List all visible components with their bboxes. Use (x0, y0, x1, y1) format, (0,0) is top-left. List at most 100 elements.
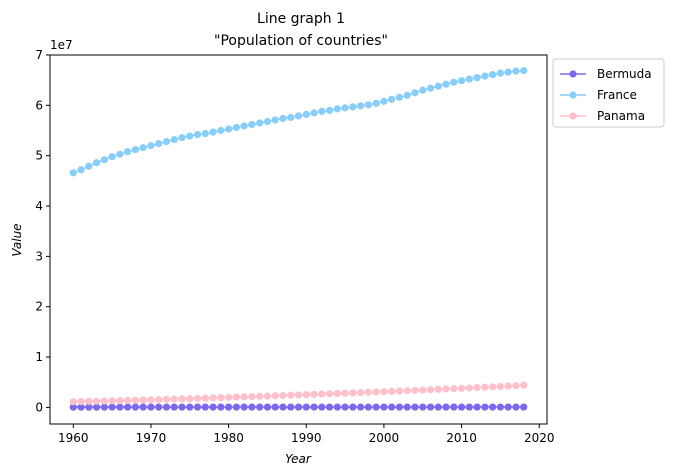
data-point-france (380, 97, 388, 105)
y-axis-label: Value (10, 223, 24, 256)
data-point-bermuda (263, 403, 272, 411)
data-point-france (232, 123, 240, 132)
data-point-bermuda (294, 403, 303, 411)
data-point-france (263, 117, 272, 126)
legend-marker (569, 112, 577, 120)
data-point-bermuda (372, 403, 380, 411)
data-point-france (318, 107, 326, 115)
data-point-bermuda (209, 403, 217, 411)
data-point-france (85, 162, 93, 170)
y-tick-label: 3 (35, 249, 43, 263)
data-point-france (225, 125, 233, 133)
data-point-panama (186, 395, 194, 403)
data-point-panama (92, 397, 101, 405)
data-point-bermuda (419, 403, 427, 411)
data-point-bermuda (279, 403, 287, 411)
data-point-panama (108, 397, 116, 405)
data-point-panama (333, 389, 341, 398)
x-axis: 1960 1970 1980 1990 2000 2010 2020 (58, 424, 555, 445)
data-point-panama (170, 395, 178, 403)
data-point-panama (131, 396, 140, 404)
data-point-panama (349, 389, 357, 397)
data-point-france (496, 69, 505, 77)
data-point-bermuda (147, 403, 155, 411)
x-tick-label: 1960 (58, 431, 89, 445)
legend-label: Bermuda (597, 67, 652, 81)
data-point-bermuda (411, 403, 419, 411)
data-point-bermuda (69, 403, 77, 411)
data-point-bermuda (318, 403, 326, 411)
data-point-panama (225, 393, 233, 401)
data-point-france (209, 128, 217, 136)
y-tick-label: 0 (35, 400, 43, 414)
data-point-france (434, 82, 442, 90)
data-point-bermuda (139, 403, 147, 411)
data-point-panama (434, 385, 442, 393)
data-point-france (325, 106, 334, 114)
data-point-france (419, 86, 427, 94)
chart-subtitle: "Population of countries" (214, 33, 388, 49)
data-point-france (372, 99, 380, 107)
data-point-bermuda (504, 403, 512, 411)
data-point-france (364, 101, 372, 109)
data-point-france (170, 135, 178, 144)
data-point-bermuda (450, 403, 458, 411)
data-point-france (201, 129, 209, 138)
x-tick-label: 2000 (369, 431, 400, 445)
plot-marks (69, 67, 528, 411)
data-point-france (512, 67, 520, 75)
data-point-bermuda (395, 403, 404, 411)
data-point-panama (193, 394, 202, 403)
data-point-panama (201, 394, 209, 402)
legend-label: France (597, 88, 637, 102)
data-point-france (395, 93, 404, 101)
data-point-france (279, 114, 287, 123)
data-point-panama (512, 382, 520, 390)
data-point-bermuda (116, 403, 124, 411)
y-tick-label: 2 (35, 300, 43, 314)
data-point-france (108, 153, 116, 161)
data-point-france (403, 91, 411, 99)
data-point-panama (217, 394, 225, 402)
data-point-france (217, 126, 225, 135)
data-point-panama (364, 388, 372, 396)
data-point-bermuda (77, 403, 85, 411)
data-point-panama (357, 388, 365, 397)
data-point-panama (450, 385, 458, 393)
data-point-bermuda (496, 403, 505, 411)
data-point-bermuda (442, 403, 450, 411)
data-point-france (411, 89, 419, 97)
data-point-panama (287, 391, 295, 399)
y-tick-label: 5 (35, 149, 43, 163)
data-point-panama (302, 391, 310, 399)
data-point-panama (209, 394, 217, 402)
x-tick-label: 2010 (446, 431, 477, 445)
data-point-france (116, 150, 124, 158)
data-point-france (442, 80, 450, 88)
data-point-bermuda (178, 403, 186, 411)
data-point-panama (310, 390, 318, 398)
data-point-bermuda (325, 403, 334, 411)
data-point-bermuda (310, 403, 318, 411)
data-point-panama (100, 397, 108, 405)
data-point-france (465, 75, 473, 83)
y-tick-label: 6 (35, 98, 43, 112)
data-point-france (489, 71, 497, 79)
data-point-panama (248, 392, 256, 401)
data-point-bermuda (473, 403, 481, 411)
data-point-france (481, 72, 489, 80)
data-point-bermuda (457, 403, 466, 411)
data-point-france (186, 132, 194, 140)
data-point-bermuda (108, 403, 116, 411)
data-point-panama (395, 387, 404, 395)
legend: Bermuda France Panama (552, 58, 665, 128)
x-tick-label: 2020 (524, 431, 555, 445)
data-point-panama (139, 396, 147, 404)
plot-frame (49, 54, 548, 425)
data-point-bermuda (481, 403, 489, 411)
data-point-bermuda (248, 403, 256, 411)
data-point-panama (504, 382, 512, 390)
data-point-france (357, 102, 365, 110)
data-point-france (92, 159, 101, 167)
data-point-france (473, 74, 481, 82)
